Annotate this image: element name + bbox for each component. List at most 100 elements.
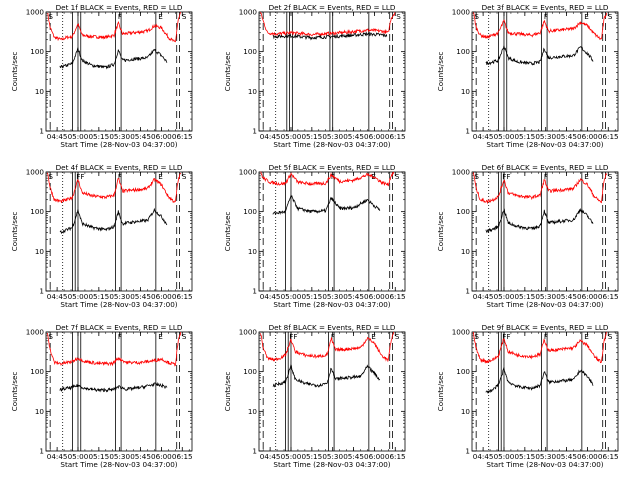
panel-title: Det 2f BLACK = Events, RED = LLD xyxy=(269,3,396,12)
detector-panel: Det 9f BLACK = Events, RED = LLD 1 10 100 10… xyxy=(436,323,619,469)
series-line xyxy=(59,47,168,70)
flag-label: E xyxy=(584,172,589,181)
flag-label: E xyxy=(584,332,589,341)
x-tick-label: 05:45 xyxy=(556,452,577,461)
y-tick-label: 1 xyxy=(465,447,470,456)
flag-label: E xyxy=(584,12,589,21)
flag-label: F xyxy=(118,12,122,21)
x-tick-label: 06:00 xyxy=(151,452,172,461)
panel-title: Det 4f BLACK = Events, RED = LLD xyxy=(56,163,183,172)
flag-label: F xyxy=(331,332,335,341)
detector-panel: Det 4f BLACK = Events, RED = LLD 1 10 100 10… xyxy=(10,163,193,309)
x-tick-label: 05:45 xyxy=(556,132,577,141)
y-tick-label: 10 xyxy=(248,407,258,416)
x-tick-label: 05:45 xyxy=(130,452,151,461)
x-tick-label: 04:45 xyxy=(473,452,494,461)
flag-label: S xyxy=(608,332,613,341)
x-tick-label: 05:30 xyxy=(322,452,343,461)
flag-label: E xyxy=(158,12,163,21)
series-line xyxy=(59,381,168,393)
detector-panel: Det 8f BLACK = Events, RED = LLD 1 10 100 10… xyxy=(223,323,406,469)
y-tick-label: 10 xyxy=(248,87,258,96)
x-axis-label: Start Time (28-Nov-03 04:37:00) xyxy=(273,300,390,309)
y-tick-label: 1 xyxy=(465,127,470,136)
x-tick-label: 06:15 xyxy=(598,292,619,301)
flag-label: S xyxy=(182,172,187,181)
flag-label: S xyxy=(474,332,479,341)
series-line xyxy=(473,331,608,364)
flag-label: F xyxy=(544,172,548,181)
y-tick-label: 1000 xyxy=(26,328,45,337)
x-tick-label: 06:15 xyxy=(385,452,406,461)
panel-title: Det 7f BLACK = Events, RED = LLD xyxy=(56,323,183,332)
y-tick-label: 1 xyxy=(465,287,470,296)
flag-label: S xyxy=(48,172,53,181)
y-axis-label: Counts/sec xyxy=(436,212,445,252)
x-tick-label: 06:00 xyxy=(151,292,172,301)
x-tick-label: 05:45 xyxy=(343,132,364,141)
x-tick-label: 06:00 xyxy=(577,292,598,301)
flag-label: F xyxy=(118,172,122,181)
x-axis-label: Start Time (28-Nov-03 04:37:00) xyxy=(273,460,390,469)
y-axis-label: Counts/sec xyxy=(223,372,232,412)
y-tick-label: 1 xyxy=(252,127,257,136)
x-tick-label: 04:45 xyxy=(260,452,281,461)
x-tick-label: 06:00 xyxy=(364,292,385,301)
x-axis-label: Start Time (28-Nov-03 04:37:00) xyxy=(486,300,603,309)
x-tick-label: 06:15 xyxy=(385,132,406,141)
series-line xyxy=(272,31,388,41)
x-tick-label: 06:00 xyxy=(577,132,598,141)
plot-frame xyxy=(471,331,619,452)
series-line xyxy=(47,331,182,367)
x-tick-label: 05:30 xyxy=(535,132,556,141)
x-tick-label: 05:00 xyxy=(494,452,515,461)
y-tick-label: 1000 xyxy=(452,328,471,337)
x-tick-label: 05:00 xyxy=(281,132,302,141)
y-tick-label: 1000 xyxy=(239,8,258,17)
y-tick-label: 1000 xyxy=(452,8,471,17)
x-tick-label: 04:45 xyxy=(47,292,68,301)
x-tick-label: 06:15 xyxy=(172,292,193,301)
flag-label: S xyxy=(182,12,187,21)
x-tick-label: 05:15 xyxy=(301,292,322,301)
series-line xyxy=(473,172,608,205)
series-line xyxy=(260,331,395,363)
y-tick-label: 1000 xyxy=(452,168,471,177)
y-tick-label: 1 xyxy=(39,127,44,136)
detector-panel: Det 5f BLACK = Events, RED = LLD 1 10 100 10… xyxy=(223,163,406,309)
detector-panel: Det 6f BLACK = Events, RED = LLD 1 10 100 10… xyxy=(436,163,619,309)
series-line xyxy=(260,11,396,37)
flag-label: S xyxy=(395,172,400,181)
x-tick-label: 06:00 xyxy=(577,452,598,461)
flag-label: S xyxy=(608,12,613,21)
plot-frame xyxy=(258,11,406,132)
y-axis-label: Counts/sec xyxy=(10,52,19,92)
x-tick-label: 05:30 xyxy=(109,452,130,461)
x-tick-label: 06:15 xyxy=(598,452,619,461)
plot-frame xyxy=(258,171,406,292)
detector-panel: Det 3f BLACK = Events, RED = LLD 1 10 100 10… xyxy=(436,3,619,149)
plot-frame xyxy=(45,171,193,292)
y-tick-label: 10 xyxy=(248,247,258,256)
y-tick-label: 100 xyxy=(456,47,470,56)
y-tick-label: 100 xyxy=(30,367,44,376)
y-tick-label: 10 xyxy=(35,87,45,96)
flag-label: S xyxy=(48,12,53,21)
y-tick-label: 100 xyxy=(30,207,44,216)
x-tick-label: 06:15 xyxy=(598,132,619,141)
series-line xyxy=(485,45,594,66)
x-tick-label: 04:45 xyxy=(260,292,281,301)
x-tick-label: 05:30 xyxy=(535,452,556,461)
y-tick-label: 1 xyxy=(39,287,44,296)
x-tick-label: 05:45 xyxy=(343,452,364,461)
x-tick-label: 05:15 xyxy=(88,452,109,461)
series-line xyxy=(47,11,182,43)
plot-frame xyxy=(471,171,619,292)
series-line xyxy=(473,12,608,41)
x-tick-label: 06:00 xyxy=(364,452,385,461)
flag-label: E xyxy=(158,332,163,341)
x-tick-label: 06:15 xyxy=(172,452,193,461)
plot-frame xyxy=(45,11,193,132)
y-tick-label: 1000 xyxy=(26,168,45,177)
x-tick-label: 05:00 xyxy=(494,292,515,301)
